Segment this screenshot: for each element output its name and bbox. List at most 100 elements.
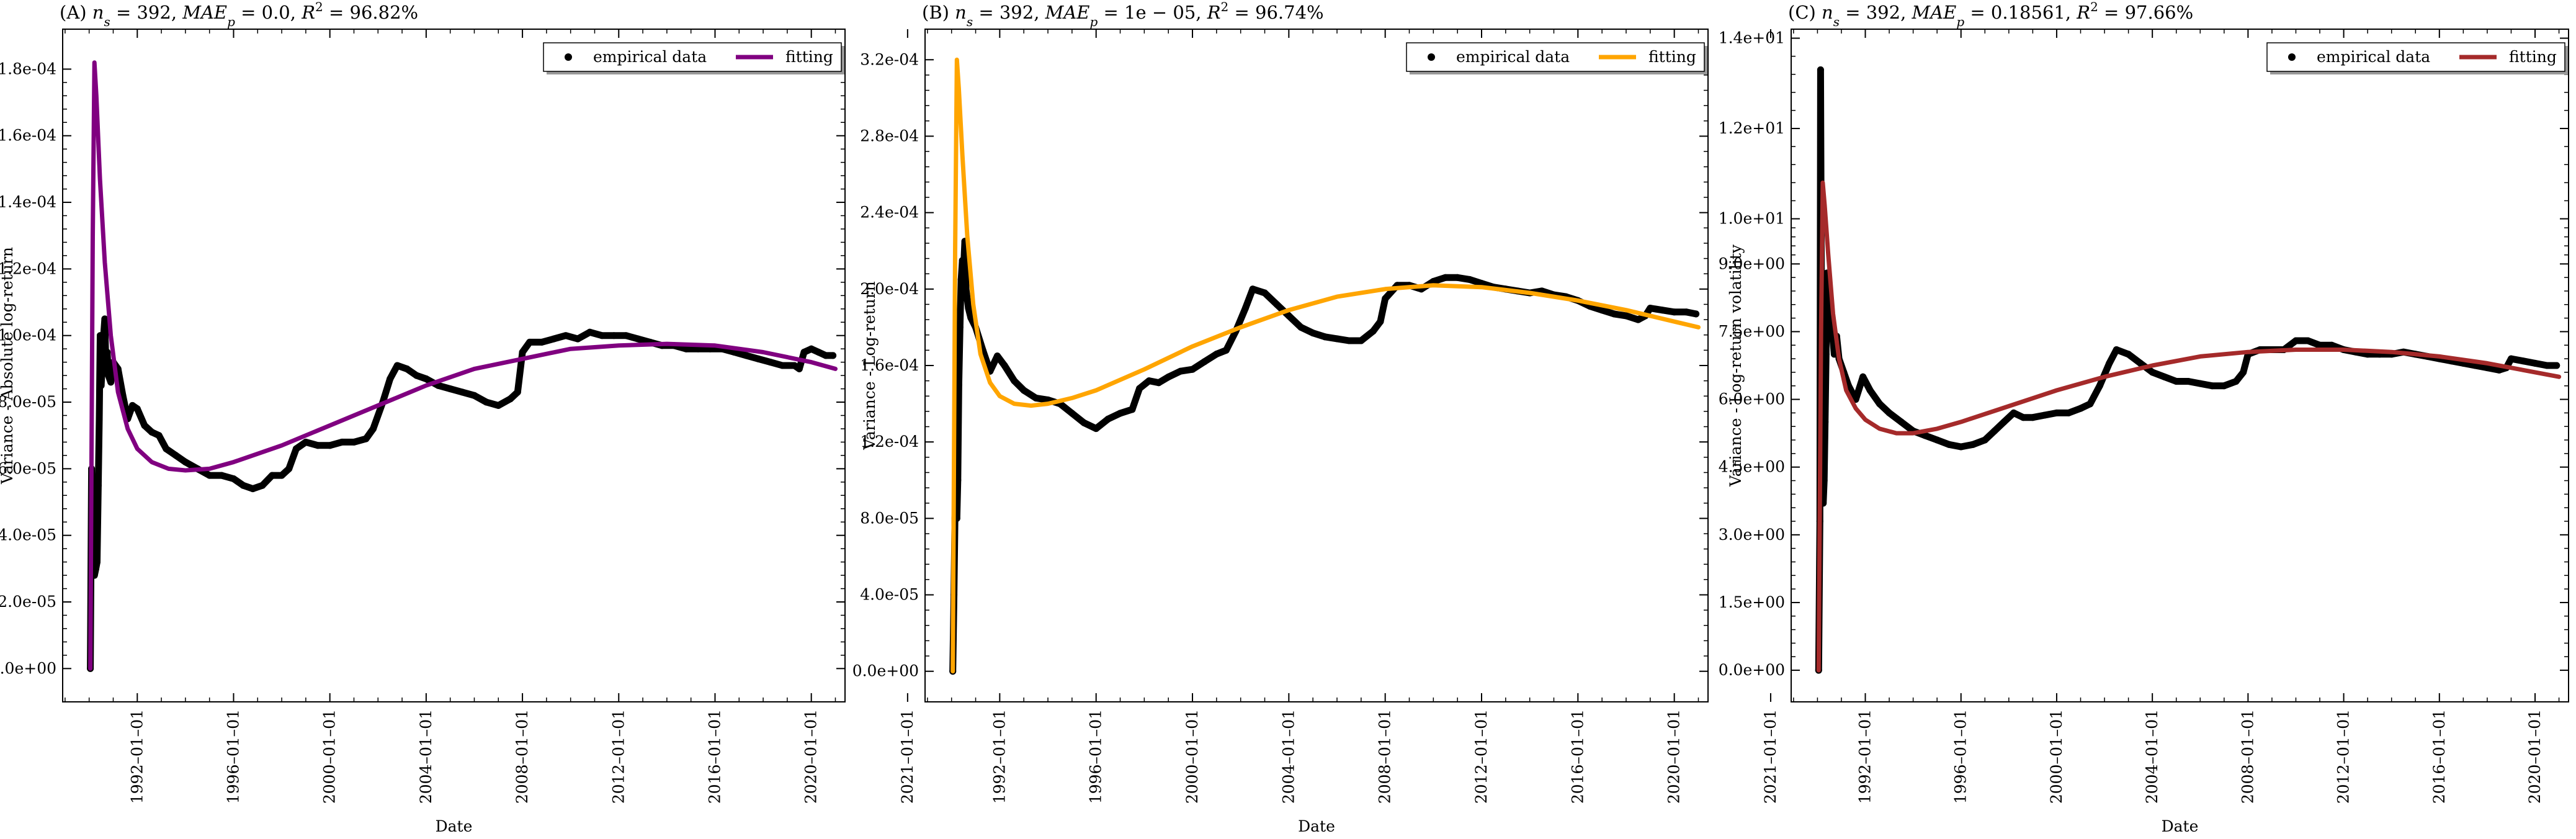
empirical-point — [2173, 378, 2180, 385]
empirical-point — [994, 352, 1001, 360]
empirical-point — [800, 349, 808, 356]
empirical-point — [2113, 346, 2120, 353]
y-tick-label: 6.0e+00 — [1719, 390, 1785, 408]
plot-frame — [62, 29, 846, 702]
title-part: R — [2076, 2, 2090, 23]
y-tick-label: 3.0e+00 — [1719, 526, 1785, 544]
empirical-point — [2531, 359, 2539, 367]
x-tick-label: 1996–01–01 — [1087, 709, 1105, 804]
empirical-point — [1598, 307, 1606, 314]
empirical-point — [598, 332, 606, 339]
title-part: s — [967, 14, 973, 29]
empirical-point — [155, 432, 163, 439]
title-part: = 392, — [110, 2, 183, 23]
empirical-point — [338, 438, 346, 446]
empirical-point — [1241, 305, 1249, 312]
empirical-point — [239, 482, 247, 489]
empirical-point — [2000, 418, 2008, 426]
empirical-point — [2484, 364, 2491, 372]
y-tick-label: 2.0e-04 — [860, 280, 919, 298]
empirical-point — [1830, 351, 1838, 358]
empirical-point — [1213, 351, 1220, 357]
empirical-point — [413, 372, 420, 379]
y-tick-label: 3.2e-04 — [860, 50, 919, 68]
empirical-point — [458, 388, 466, 396]
x-tick-label: 2000–01–01 — [1183, 709, 1201, 804]
empirical-point — [249, 485, 256, 493]
empirical-point — [1357, 337, 1365, 344]
empirical-point — [2019, 414, 2027, 421]
empirical-point — [815, 349, 822, 356]
legend-fit-label: fitting — [1648, 48, 1696, 66]
empirical-point — [1611, 310, 1618, 318]
empirical-point — [1822, 351, 1830, 358]
y-tick-label: 4.0e-05 — [0, 526, 56, 544]
empirical-point — [1285, 312, 1292, 320]
y-tick-label: 7.5e+00 — [1719, 322, 1785, 340]
x-tick-label: 2008–01–01 — [513, 709, 531, 804]
empirical-point — [955, 381, 962, 388]
legend-empirical-marker — [2288, 53, 2296, 61]
y-tick-label: 1.8e-04 — [0, 60, 56, 78]
empirical-point — [2137, 359, 2144, 367]
plot-frame — [1791, 29, 2569, 702]
y-tick-label: 1.0e-04 — [0, 326, 56, 344]
empirical-point — [1817, 66, 1824, 73]
y-axis-label: Variance - Log-return volatility — [1727, 244, 1745, 487]
legend-box — [2266, 42, 2565, 72]
empirical-point — [393, 362, 401, 369]
y-tick-label: 1.0e+01 — [1719, 210, 1785, 228]
empirical-point — [2328, 341, 2335, 349]
empirical-point — [1442, 274, 1449, 281]
empirical-point — [1309, 330, 1317, 337]
panel-title: (A) ns = 392, MAEp = 0.0, R2 = 96.82% — [60, 0, 418, 29]
x-tick-label: 2016–01–01 — [1568, 709, 1586, 804]
empirical-point — [1032, 394, 1040, 402]
panel-A: (A) ns = 392, MAEp = 0.0, R2 = 96.82% 0.0… — [0, 0, 916, 835]
empirical-point — [2316, 341, 2323, 349]
empirical-point — [314, 442, 321, 449]
empirical-point — [133, 405, 141, 413]
empirical-point — [269, 472, 276, 479]
empirical-point — [956, 323, 964, 331]
fit-line — [1816, 180, 2562, 673]
empirical-point — [2096, 382, 2103, 390]
title-part: R — [1207, 2, 1221, 23]
empirical-point — [1104, 415, 1112, 423]
empirical-point — [1991, 428, 1998, 434]
empirical-point — [100, 332, 107, 339]
empirical-point — [1369, 328, 1377, 335]
x-axis-label: Date — [2162, 817, 2199, 835]
legend-fit-label: fitting — [785, 48, 833, 66]
empirical-point — [1297, 323, 1305, 331]
title-part: (B) — [922, 2, 955, 23]
empirical-point — [808, 345, 815, 352]
empirical-point — [2149, 369, 2156, 376]
empirical-point — [2553, 362, 2560, 369]
legend-fit-label: fitting — [2509, 48, 2557, 66]
y-tick-label: 4.5e+00 — [1719, 458, 1785, 476]
data-layer — [949, 57, 1701, 675]
empirical-point — [574, 335, 581, 343]
empirical-point — [1093, 425, 1100, 433]
empirical-point — [1136, 385, 1143, 392]
empirical-point — [483, 398, 490, 406]
empirical-point — [1820, 477, 1828, 484]
title-part: = 392, — [973, 2, 1045, 23]
empirical-point — [1129, 406, 1136, 413]
empirical-point — [779, 362, 786, 369]
empirical-point — [218, 472, 225, 479]
x-tick-label: 2021–01–01 — [898, 709, 916, 804]
y-tick-label: 1.6e-04 — [0, 127, 56, 145]
empirical-point — [791, 362, 798, 369]
x-tick-label: 1992–01–01 — [1856, 709, 1874, 804]
empirical-point — [104, 349, 111, 356]
legend-empirical-marker — [1428, 53, 1435, 61]
empirical-point — [182, 459, 189, 466]
empirical-point — [129, 402, 136, 409]
empirical-point — [1876, 400, 1884, 408]
y-tick-label: 9.0e+00 — [1719, 254, 1785, 272]
empirical-point — [1345, 337, 1353, 344]
empirical-point — [1933, 436, 1941, 444]
